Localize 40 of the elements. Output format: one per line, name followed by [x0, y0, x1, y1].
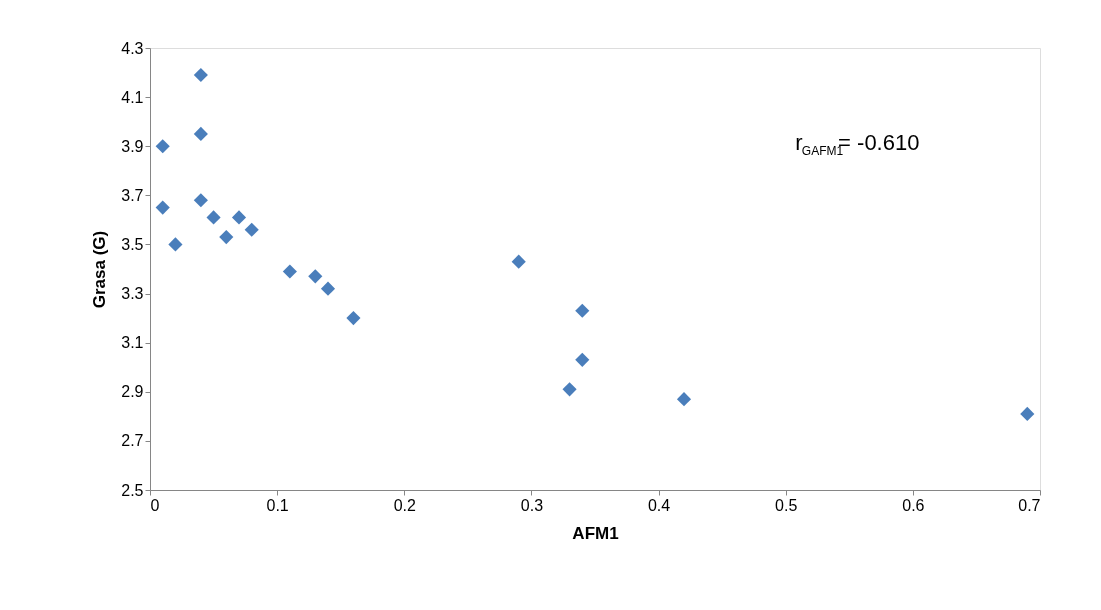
point	[282, 264, 297, 279]
y-tick-label: 2.5	[121, 481, 144, 499]
y-tick-label: 3.9	[121, 137, 144, 155]
y-tick-label: 3.3	[121, 285, 144, 303]
x-tick-label: 0.2	[393, 496, 416, 514]
point	[1020, 406, 1035, 421]
x-tick-label: 0	[150, 496, 160, 514]
point	[676, 392, 692, 407]
x-tick-label: 0.1	[266, 496, 289, 514]
point	[155, 200, 170, 215]
x-tick-label: 0.6	[902, 496, 925, 514]
point	[308, 269, 323, 284]
point	[193, 67, 208, 83]
point	[193, 193, 208, 208]
point	[155, 139, 170, 154]
point	[562, 382, 577, 397]
point	[575, 303, 590, 318]
point	[575, 352, 590, 367]
point	[206, 210, 221, 225]
y-tick-label: 2.7	[121, 432, 144, 450]
x-tick-label: 0.3	[520, 496, 544, 514]
point	[219, 230, 234, 245]
point	[168, 237, 183, 252]
point	[244, 222, 259, 237]
point	[511, 254, 526, 269]
y-tick-label: 4.1	[121, 88, 144, 106]
point	[320, 281, 336, 296]
x-axis-title: AFM1	[572, 523, 619, 543]
y-tick-label: 4.3	[121, 39, 144, 57]
point	[193, 126, 208, 142]
y-axis-title: Grasa (G)	[90, 230, 110, 309]
x-tick-label: 0.7	[1018, 496, 1041, 514]
x-tick-label: 0.4	[647, 496, 671, 514]
point	[346, 311, 361, 326]
y-tick-label: 2.9	[121, 383, 144, 401]
point	[231, 210, 247, 225]
y-tick-label: 3.5	[121, 235, 144, 253]
y-tick-label: 3.1	[121, 334, 144, 352]
x-tick-label: 0.5	[775, 496, 798, 514]
y-tick-label: 3.7	[121, 186, 144, 204]
